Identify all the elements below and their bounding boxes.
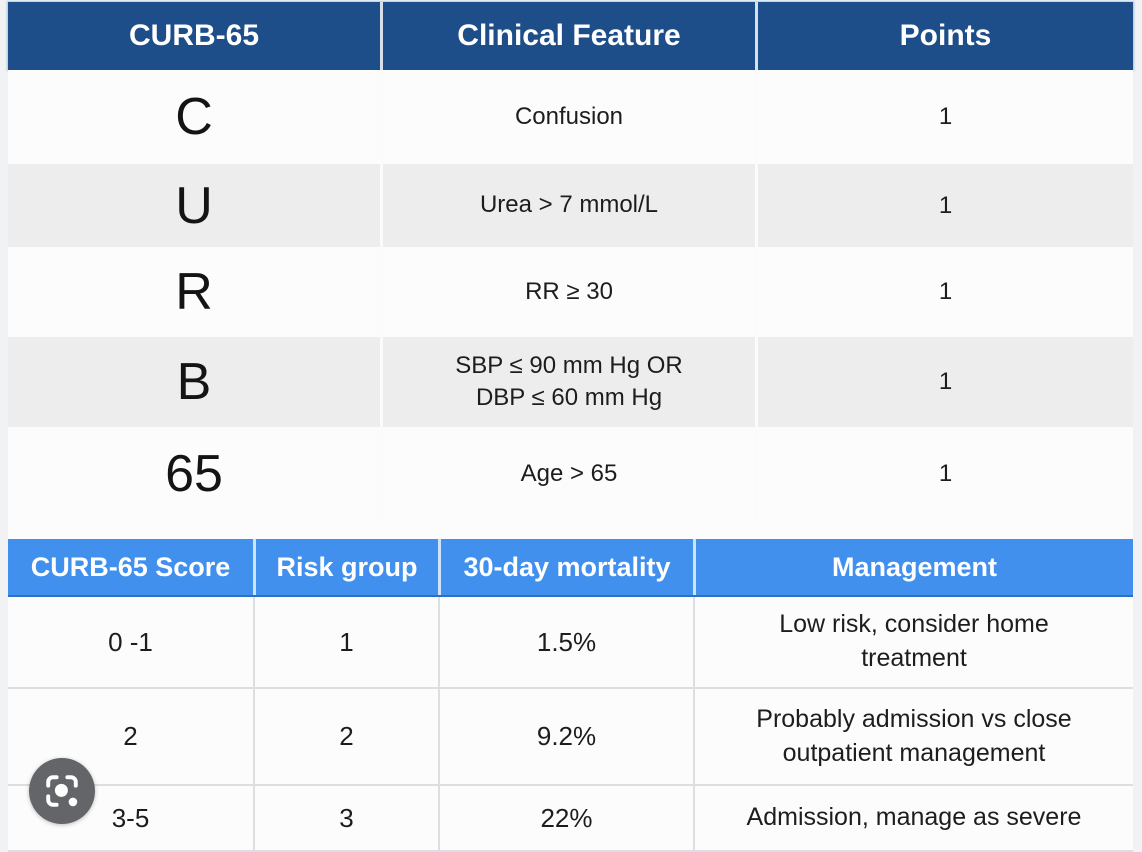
- criteria-letter: 65: [165, 445, 223, 503]
- risk-score-cell: 3-5: [111, 802, 150, 833]
- risk-group-cell: 1: [253, 597, 438, 687]
- header-clinical-feature: Clinical Feature: [380, 2, 755, 70]
- management-cell: Admission, manage as severe: [693, 786, 1133, 850]
- criteria-letter: B: [176, 353, 212, 411]
- header-30day-mortality: 30-day mortality: [438, 539, 693, 595]
- risk-group-cell: 2: [253, 689, 438, 784]
- header-management: Management: [693, 539, 1133, 595]
- criteria-points: 1: [755, 70, 1133, 164]
- criteria-letter: U: [175, 176, 213, 235]
- google-lens-icon: [43, 772, 81, 810]
- risk-table-header: CURB-65 Score Risk group 30-day mortalit…: [8, 539, 1133, 597]
- criteria-table-header: CURB-65 Clinical Feature Points: [8, 2, 1133, 70]
- criteria-feature: SBP ≤ 90 mm Hg OR DBP ≤ 60 mm Hg: [380, 337, 755, 427]
- criteria-feature: Confusion: [380, 70, 755, 164]
- google-lens-button[interactable]: [29, 758, 95, 824]
- criteria-letter: C: [175, 88, 213, 146]
- header-curb65-score: CURB-65 Score: [30, 551, 231, 582]
- header-points: Points: [755, 2, 1133, 70]
- management-cell: Probably admission vs close outpatient m…: [693, 689, 1133, 784]
- criteria-points: 1: [755, 164, 1133, 247]
- table-row: C Confusion 1: [8, 70, 1133, 164]
- mortality-cell: 1.5%: [438, 597, 693, 687]
- criteria-points: 1: [755, 427, 1133, 521]
- table-row: B SBP ≤ 90 mm Hg OR DBP ≤ 60 mm Hg 1: [8, 337, 1133, 427]
- criteria-feature: Age > 65: [380, 427, 755, 521]
- risk-group-cell: 3: [253, 786, 438, 850]
- criteria-feature: Urea > 7 mmol/L: [380, 164, 755, 247]
- mortality-cell: 22%: [438, 786, 693, 850]
- table-row: U Urea > 7 mmol/L 1: [8, 164, 1133, 247]
- criteria-letter: R: [175, 263, 213, 321]
- table-row: 2 2 9.2% Probably admission vs close out…: [8, 689, 1133, 786]
- mortality-cell: 9.2%: [438, 689, 693, 784]
- risk-score-cell: 2: [123, 721, 138, 751]
- criteria-points: 1: [755, 337, 1133, 427]
- curb65-risk-table: CURB-65 Score Risk group 30-day mortalit…: [8, 539, 1133, 852]
- criteria-points: 1: [755, 247, 1133, 337]
- criteria-feature: RR ≥ 30: [380, 247, 755, 337]
- table-row: 3-5 3 22% Admission, manage as severe: [8, 786, 1133, 852]
- table-row: 65 Age > 65 1: [8, 427, 1133, 521]
- table-row: 0 -1 1 1.5% Low risk, consider home trea…: [8, 597, 1133, 689]
- management-cell: Low risk, consider home treatment: [693, 597, 1133, 687]
- header-risk-group: Risk group: [253, 539, 438, 595]
- header-curb65: CURB-65: [128, 19, 260, 52]
- curb65-criteria-table: CURB-65 Clinical Feature Points C Confus…: [8, 2, 1133, 521]
- risk-score-cell: 0 -1: [108, 626, 153, 657]
- table-row: R RR ≥ 30 1: [8, 247, 1133, 337]
